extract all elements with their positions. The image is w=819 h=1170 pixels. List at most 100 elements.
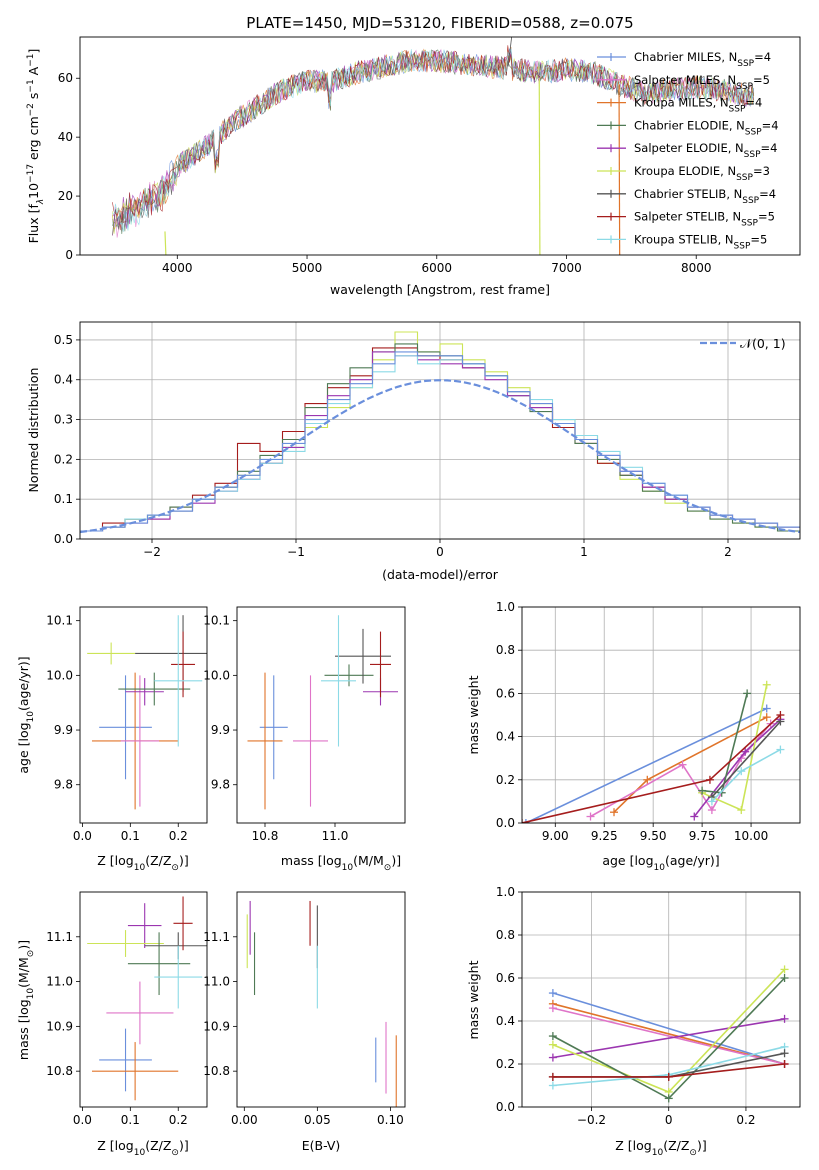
y-tick-label: 9.8	[211, 778, 230, 792]
mass-weight-series	[525, 707, 768, 823]
x-tick-label: 0	[665, 1113, 673, 1127]
y-tick-label: 9.8	[54, 778, 73, 792]
y-tick-label: 0	[65, 248, 73, 262]
x-tick-label: 0.0	[73, 1113, 92, 1127]
plot-area	[548, 965, 789, 1103]
massweight-vs-age-panel: 9.00 9.25 9.50 9.75 10.00 0.0 0.2 0.4 0.6 0.8 1.0 a…	[466, 600, 801, 873]
y-tick-label: 10.9	[203, 1019, 230, 1033]
spectrum-dropout	[164, 231, 167, 255]
x-tick-label: 6000	[421, 261, 452, 275]
x-tick-label: 9.50	[640, 829, 667, 843]
y-tick-label: 1.0	[496, 600, 515, 614]
y-tick-label: 10.8	[203, 1064, 230, 1078]
plot-area	[87, 615, 207, 810]
y-tick-label: 10.8	[46, 1064, 73, 1078]
y-axis-label: Normed distribution	[26, 368, 41, 493]
y-axis-label: mass weight	[466, 675, 481, 754]
y-tick-label: 11.0	[203, 975, 230, 989]
spectrum-dropout	[618, 84, 621, 255]
y-tick-label: 0.4	[496, 730, 515, 744]
gaussian-curve	[80, 379, 800, 534]
y-tick-label: 0.2	[54, 452, 73, 466]
y-tick-label: 10.1	[203, 614, 230, 628]
figure-title: PLATE=1450, MJD=53120, FIBERID=0588, z=0…	[246, 14, 633, 32]
x-tick-label: 9.25	[591, 829, 618, 843]
x-tick-label: 2	[724, 545, 732, 559]
y-tick-label: 0.3	[54, 413, 73, 427]
spectrum-legend: Chabrier MILES, NSSP=4 Salpeter MILES, NS…	[597, 50, 779, 251]
x-tick-label: −2	[143, 545, 161, 559]
mass-vs-extinction-panel: 0.00 0.05 0.10 10.8 10.9 11.0 11.1 E(B-V)	[203, 891, 406, 1153]
y-tick-label: 10.0	[46, 668, 73, 682]
y-tick-label: 1.0	[496, 885, 515, 899]
y-tick-label: 0.6	[496, 686, 515, 700]
x-tick-label: 11.0	[322, 829, 349, 843]
x-tick-label: 0.05	[304, 1113, 331, 1127]
massweight-vs-metallicity-panel: −0.2 0 0.2 0.0 0.2 0.4 0.6 0.8 1.0 Z [log10(Z/Z⊙)…	[466, 885, 801, 1158]
plot-area	[246, 900, 397, 1107]
legend-label: Salpeter MILES, NSSP=5	[634, 73, 770, 92]
y-tick-label: 40	[58, 130, 73, 144]
x-tick-label: 0.1	[121, 829, 140, 843]
x-tick-label: 0.2	[169, 829, 188, 843]
plot-area	[87, 896, 207, 1101]
y-tick-label: 0.0	[496, 816, 515, 830]
age-vs-mass-panel: 10.8 11.0 9.8 9.9 10.0 10.1 mass [log10(M/M⊙)]	[203, 606, 406, 873]
x-tick-label: 9.75	[689, 829, 716, 843]
x-axis-label: Z [log10(Z/Z⊙)]	[97, 1138, 188, 1158]
mass-weight-series	[552, 1018, 785, 1059]
y-tick-label: 10.1	[46, 614, 73, 628]
y-tick-label: 0.4	[54, 373, 73, 387]
spectrum-dropout	[538, 78, 541, 255]
x-axis-label: mass [log10(M/M⊙)]	[281, 853, 401, 873]
x-tick-label: −1	[287, 545, 305, 559]
y-tick-label: 0.1	[54, 492, 73, 506]
y-tick-label: 60	[58, 71, 73, 85]
y-tick-label: 0.4	[496, 1014, 515, 1028]
age-vs-metallicity-panel: 0.0 0.1 0.2 9.8 9.9 10.0 10.1 Z [log10(Z/Z⊙)] ag…	[16, 606, 208, 873]
y-tick-label: 0.8	[496, 928, 515, 942]
x-tick-label: 10.00	[734, 829, 768, 843]
x-tick-label: 5000	[292, 261, 323, 275]
y-tick-label: 0.2	[496, 1057, 515, 1071]
y-tick-label: 0.2	[496, 773, 515, 787]
x-tick-label: 1	[580, 545, 588, 559]
residual-histogram-panel: −2 −1 0 1 2 0.0 0.1 0.2 0.3 0.4 0.5 𝒩(0, 1) (data-mo…	[26, 321, 801, 582]
mass-weight-series	[711, 720, 781, 798]
x-tick-label: 0.0	[73, 829, 92, 843]
y-tick-label: 0.6	[496, 971, 515, 985]
spectrum-panel: 4000 5000 6000 7000 8000 0 20 40 60 Chabrier MILE…	[26, 36, 801, 297]
x-tick-label: 8000	[681, 261, 712, 275]
y-tick-label: 0.0	[496, 1100, 515, 1114]
axes-frame	[79, 36, 801, 256]
spectrum-line	[112, 48, 755, 232]
x-tick-label: 4000	[162, 261, 193, 275]
legend-label: 𝒩(0, 1)	[740, 336, 786, 351]
y-tick-label: 9.9	[54, 723, 73, 737]
mass-weight-series	[552, 1007, 785, 1065]
axes-frame	[79, 891, 208, 1108]
mass-weight-series	[552, 992, 785, 1065]
legend-label: Kroupa MILES, NSSP=4	[634, 96, 762, 115]
legend-label: Chabrier MILES, NSSP=4	[634, 50, 771, 69]
spectrum-line	[112, 45, 755, 231]
plot-area	[522, 680, 785, 823]
x-axis-label: Z [log10(Z/Z⊙)]	[615, 1138, 706, 1158]
x-axis-label: age [log10(age/yr)]	[602, 853, 719, 873]
axes-frame	[521, 891, 801, 1108]
plot-area	[112, 37, 755, 255]
plot-area	[80, 331, 800, 534]
axes-frame	[79, 321, 801, 540]
x-axis-label: (data-model)/error	[382, 567, 499, 582]
y-tick-label: 11.1	[46, 930, 73, 944]
y-axis-label: age [log10(age/yr)]	[16, 656, 36, 773]
x-tick-label: 0.00	[231, 1113, 258, 1127]
x-tick-label: 7000	[551, 261, 582, 275]
y-tick-label: 0.5	[54, 333, 73, 347]
x-axis-label: Z [log10(Z/Z⊙)]	[97, 853, 188, 873]
axes-frame	[521, 606, 801, 824]
y-tick-label: 9.9	[211, 723, 230, 737]
legend-label: Kroupa ELODIE, NSSP=3	[634, 164, 770, 183]
y-tick-label: 10.0	[203, 668, 230, 682]
legend-label: Chabrier ELODIE, NSSP=4	[634, 118, 779, 137]
